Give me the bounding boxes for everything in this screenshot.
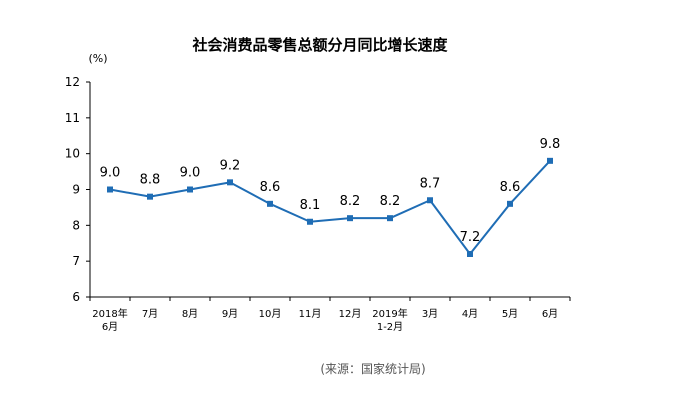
y-tick-label: 10 — [65, 147, 80, 161]
data-label: 9.2 — [220, 158, 241, 173]
axes — [86, 81, 571, 301]
data-label: 8.8 — [140, 173, 161, 188]
series-polyline — [109, 160, 551, 255]
data-label: 8.7 — [420, 176, 441, 191]
x-tick-label: 8月 — [182, 308, 198, 320]
y-tick-labels: 6 7 8 9 10 11 12 — [65, 75, 80, 304]
y-tick-label: 8 — [72, 218, 80, 232]
series-line — [107, 157, 553, 257]
x-tick-label: 4月 — [462, 308, 478, 320]
data-point-marker — [147, 193, 153, 200]
data-label: 8.2 — [380, 194, 401, 209]
chart-title: 社会消费品零售总额分月同比增长速度 — [191, 36, 448, 54]
data-labels: 9.0 8.8 9.0 9.2 8.6 8.1 8.2 8.2 8.7 7.2 8.6 9.8 — [100, 137, 561, 245]
data-point-marker — [427, 197, 433, 204]
data-point-marker — [547, 157, 553, 164]
data-point-marker — [107, 186, 113, 193]
x-tick-label: 9月 — [222, 308, 238, 320]
data-point-marker — [307, 218, 313, 225]
y-tick-label: 6 — [72, 290, 80, 304]
x-tick-label: 10月 — [259, 308, 282, 320]
y-tick-label: 9 — [72, 183, 80, 197]
y-tick-label: 11 — [65, 111, 80, 125]
x-tick-label: 3月 — [422, 308, 438, 320]
y-tick-label: 12 — [65, 75, 80, 89]
data-point-marker — [347, 215, 353, 222]
data-label: 9.0 — [180, 166, 201, 181]
x-tick-label: 6月 — [542, 308, 558, 320]
x-tick-label: 5月 — [502, 308, 518, 320]
x-tick-label: 11月 — [299, 308, 322, 320]
x-tick-label: 7月 — [142, 308, 158, 320]
data-label: 9.8 — [540, 137, 561, 152]
x-tick-label: 2018年 6月 — [92, 307, 127, 333]
data-point-marker — [507, 200, 513, 207]
data-point-marker — [187, 186, 193, 193]
data-label: 8.2 — [340, 194, 361, 209]
data-point-marker — [267, 200, 273, 207]
x-tick-label: 2019年 1-2月 — [372, 307, 407, 333]
data-label: 9.0 — [100, 166, 121, 181]
data-point-marker — [387, 215, 393, 222]
source-note: (来源：国家统计局) — [320, 361, 425, 376]
y-axis-unit: (%) — [88, 52, 107, 65]
data-label: 7.2 — [460, 230, 481, 245]
data-label: 8.6 — [260, 180, 281, 195]
y-tick-label: 7 — [72, 254, 80, 268]
data-point-marker — [467, 251, 473, 257]
data-label: 8.1 — [300, 198, 321, 213]
x-tick-labels: 2018年 6月 7月 8月 9月 10月 11月 12月 2019年 1-2月 3月 4月 5月 6月 — [92, 307, 558, 333]
x-tick-label: 12月 — [339, 308, 362, 320]
data-label: 8.6 — [500, 180, 521, 195]
data-point-marker — [227, 179, 233, 186]
